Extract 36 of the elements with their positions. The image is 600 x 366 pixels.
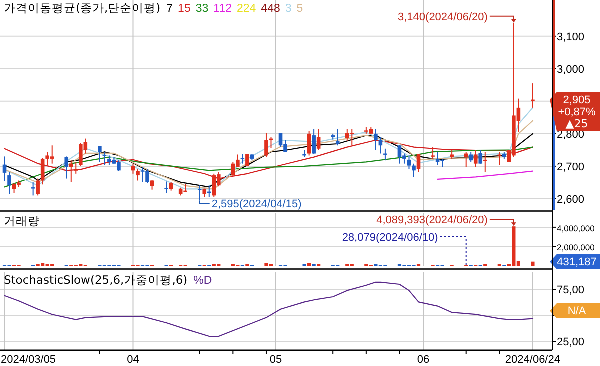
text: %D [194,275,212,287]
y-tick-label: 3,100 [557,31,585,44]
legend-label: 224 [236,3,257,15]
y-tick-label: 2,700 [557,161,585,174]
x-tick-label: 04 [127,354,140,366]
y-tick-label: 25,00 [557,336,585,349]
bar [531,262,535,266]
legend-label: 448 [261,3,280,15]
y-tick-label: 2,000,000 [557,242,596,253]
y-tick-label: 75,00 [557,284,585,297]
x-tick-label: 2024/06/24 [505,354,560,366]
x-tick-label: 06 [417,354,430,366]
text: 7 [166,3,174,15]
chart-title: 가격이동평균(종가,단순이평) [4,1,161,15]
y-tick-label: 3,000 [557,64,585,76]
bar [308,263,312,266]
text: 5 [296,3,304,15]
text: ▲25 [566,117,588,130]
text: 112 [214,3,232,15]
annotation: 2,595(2024/04/15) [212,198,302,211]
y-tick-label: 2,600 [557,194,585,206]
chart-title: StochasticSlow(25,6,가중이평,6) [4,273,188,287]
text: 33 [196,3,209,15]
annotation: 4,089,393(2024/06/20) [376,214,488,227]
text: 3 [285,3,292,15]
annotation: 431,187 [557,256,597,268]
y-tick-label: 4,000,000 [557,223,596,234]
annotation: 28,079(2024/06/10) [342,232,438,244]
annotation: 2,905 [563,94,591,106]
x-tick-label: 2024/03/05 [1,354,56,366]
x-tick-label: 05 [270,354,282,366]
text: N/A [568,306,587,318]
text: +0,87% [558,106,596,118]
text: 15 [178,3,191,15]
annotation: 3,140(2024/06/20) [398,11,488,24]
chart-title: 거래량 [4,214,40,228]
